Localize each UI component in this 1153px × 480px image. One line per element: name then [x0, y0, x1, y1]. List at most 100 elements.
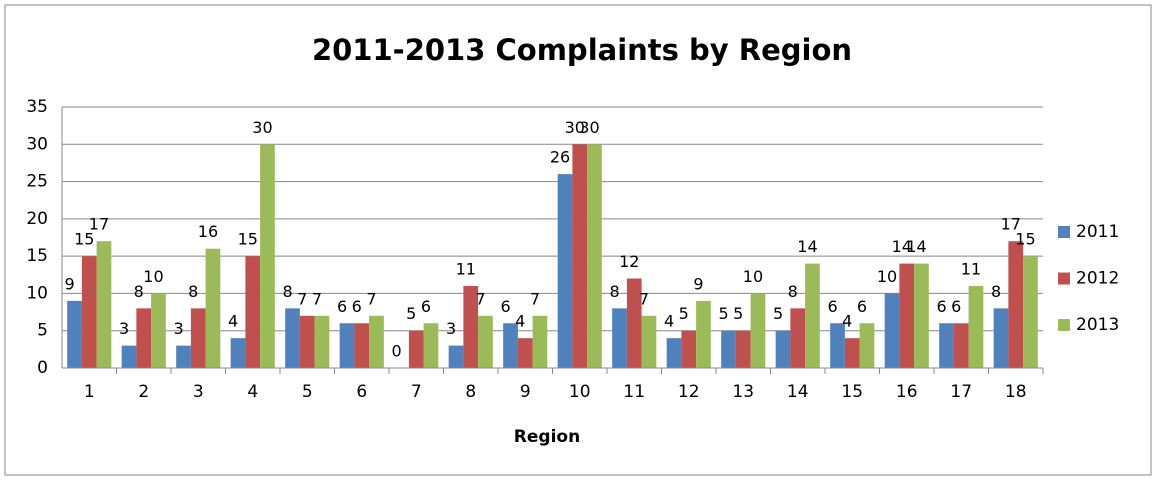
bar: [721, 330, 736, 368]
bar: [775, 330, 791, 368]
data-label: 7: [639, 289, 649, 308]
bar: [626, 278, 642, 368]
x-tick-label: 13: [732, 382, 754, 402]
bar: [939, 323, 954, 368]
bar: [517, 338, 533, 368]
bar: [81, 256, 97, 368]
bar: [354, 323, 370, 368]
bar: [557, 174, 573, 368]
x-axis-title: Region: [514, 427, 580, 447]
data-label: 10: [143, 267, 163, 286]
y-tick-label: 35: [26, 97, 48, 117]
data-label: 6: [951, 297, 961, 316]
bar: [408, 330, 424, 368]
x-tick-label: 11: [623, 382, 645, 402]
data-label: 5: [718, 304, 728, 323]
data-label: 8: [991, 282, 1001, 301]
data-label: 4: [228, 312, 238, 331]
bar: [299, 315, 315, 368]
x-tick-label: 3: [193, 382, 204, 402]
bar: [830, 323, 845, 368]
bar: [190, 308, 206, 368]
bar: [859, 323, 875, 368]
bar: [478, 315, 493, 368]
bar: [67, 300, 82, 368]
x-tick-label: 14: [787, 382, 809, 402]
y-tick-label: 15: [26, 246, 48, 266]
bar: [448, 345, 464, 368]
bar: [532, 315, 548, 368]
data-label: 30: [579, 118, 599, 137]
data-label: 8: [609, 282, 619, 301]
bar: [953, 323, 969, 368]
data-label: 3: [119, 319, 129, 338]
data-label: 16: [198, 222, 218, 241]
data-label: 5: [773, 304, 783, 323]
bar: [151, 293, 166, 368]
legend-swatch: [1058, 272, 1070, 285]
data-label: 7: [366, 289, 376, 308]
bar: [121, 345, 137, 368]
bar: [844, 338, 860, 368]
y-tick-label: 10: [26, 283, 48, 303]
x-tick-label: 4: [247, 382, 258, 402]
bar: [884, 293, 900, 368]
x-tick-label: 16: [896, 382, 918, 402]
data-label: 15: [238, 230, 258, 249]
data-label: 17: [89, 215, 109, 234]
bar: [245, 256, 261, 368]
y-tick-label: 30: [26, 134, 48, 154]
data-label: 6: [936, 297, 946, 316]
x-tick-label: 1: [84, 382, 95, 402]
bar: [968, 285, 984, 368]
data-label: 7: [297, 289, 307, 308]
data-label: 17: [1001, 215, 1021, 234]
x-tick-label: 12: [678, 382, 700, 402]
chart-title: 2011-2013 Complaints by Region: [312, 33, 852, 67]
data-label: 5: [406, 304, 416, 323]
data-label: 3: [173, 319, 183, 338]
x-tick-label: 6: [356, 382, 367, 402]
data-label: 10: [877, 267, 897, 286]
bar: [914, 263, 929, 368]
data-label: 0: [391, 342, 401, 361]
bar: [750, 293, 766, 368]
data-label: 30: [565, 118, 585, 137]
x-tick-label: 8: [465, 382, 476, 402]
data-label: 6: [421, 297, 431, 316]
legend-label: 2013: [1076, 315, 1119, 335]
x-tick-label: 2: [138, 382, 149, 402]
data-label: 10: [743, 267, 763, 286]
data-label: 11: [456, 259, 476, 278]
bar: [666, 338, 682, 368]
data-label: 9: [693, 274, 703, 293]
data-label: 14: [892, 237, 912, 256]
y-tick-label: 0: [37, 358, 48, 378]
data-label: 11: [961, 259, 981, 278]
data-label: 5: [733, 304, 743, 323]
bar: [136, 308, 152, 368]
bar: [899, 263, 915, 368]
x-tick-label: 17: [950, 382, 972, 402]
legend-label: 2011: [1076, 222, 1119, 242]
bar: [96, 241, 112, 368]
bar: [205, 248, 221, 368]
x-tick-label: 5: [302, 382, 313, 402]
bar: [285, 308, 300, 368]
bar: [369, 315, 384, 368]
data-label: 4: [842, 312, 852, 331]
data-label: 3: [446, 319, 456, 338]
x-tick-label: 18: [1005, 382, 1027, 402]
bar: [176, 345, 191, 368]
data-label: 30: [252, 118, 272, 137]
data-label: 7: [312, 289, 322, 308]
x-tick-label: 15: [841, 382, 863, 402]
legend-swatch: [1058, 319, 1070, 331]
bar: [1008, 241, 1024, 368]
bar: [805, 263, 820, 368]
data-label: 6: [857, 297, 867, 316]
bar: [423, 323, 439, 368]
bar: [1023, 256, 1038, 368]
data-label: 8: [134, 282, 144, 301]
